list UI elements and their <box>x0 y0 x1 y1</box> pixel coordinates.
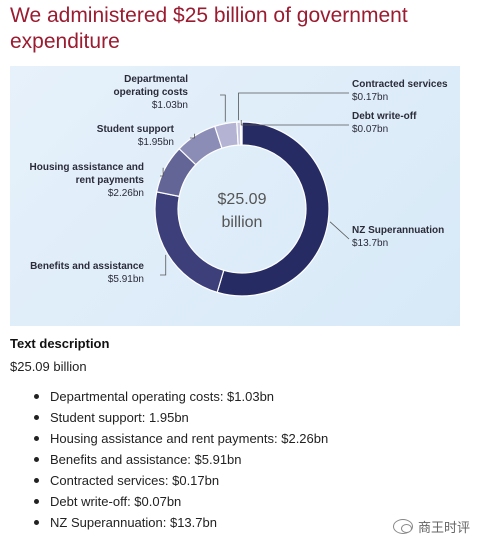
slice-label-departmental-operating-costs: Departmental <box>124 74 188 85</box>
list-item: Benefits and assistance: $5.91bn <box>28 449 328 470</box>
slice-label-benefits-and-assistance: Benefits and assistance <box>30 261 144 272</box>
leader-line-housing-assistance-and-rent-payments <box>160 167 164 177</box>
slice-label-debt-write-off: Debt write-off <box>352 111 417 122</box>
slice-value-student-support: $1.95bn <box>138 137 174 148</box>
slice-label-contracted-services: Contracted services <box>352 79 448 90</box>
leader-line-debt-write-off <box>240 120 349 126</box>
leader-line-student-support <box>190 133 195 139</box>
list-item: Contracted services: $0.17bn <box>28 470 328 491</box>
slice-label-nz-superannuation: NZ Superannuation <box>352 225 444 236</box>
text-description-title: Text description <box>10 336 110 351</box>
center-label-line2: billion <box>222 214 263 231</box>
page-title: We administered $25 billion of governmen… <box>10 4 408 53</box>
slice-label-departmental-operating-costs: operating costs <box>114 87 189 98</box>
wechat-logo-icon <box>392 519 413 534</box>
slice-value-debt-write-off: $0.07bn <box>352 124 388 135</box>
list-item: Student support: 1.95bn <box>28 407 328 428</box>
list-item: Debt write-off: $0.07bn <box>28 491 328 512</box>
slice-value-benefits-and-assistance: $5.91bn <box>108 274 144 285</box>
list-item: Housing assistance and rent payments: $2… <box>28 428 328 449</box>
leader-line-nz-superannuation <box>329 221 350 240</box>
slice-value-housing-assistance-and-rent-payments: $2.26bn <box>108 188 144 199</box>
slice-nz-superannuation <box>216 121 330 297</box>
slice-label-housing-assistance-and-rent-payments: rent payments <box>76 175 145 186</box>
slice-value-departmental-operating-costs: $1.03bn <box>152 100 188 111</box>
text-description-total: $25.09 billion <box>10 359 87 374</box>
slice-value-contracted-services: $0.17bn <box>352 92 388 103</box>
donut-chart: NZ Superannuation $13.7bn Benefits and ass… <box>30 74 448 297</box>
watermark: 商王时评 <box>392 517 470 536</box>
slice-debt-write-off <box>239 121 243 146</box>
leader-line-contracted-services <box>238 92 349 121</box>
chart-panel: NZ Superannuation $13.7bn Benefits and ass… <box>10 66 460 326</box>
watermark-text: 商王时评 <box>417 520 470 535</box>
slice-benefits-and-assistance <box>154 191 225 294</box>
leader-line-benefits-and-assistance <box>160 254 167 276</box>
center-label-line1: $25.09 <box>218 191 267 208</box>
slice-value-nz-superannuation: $13.7bn <box>352 238 388 249</box>
list-item: Departmental operating costs: $1.03bn <box>28 386 328 407</box>
leader-line-departmental-operating-costs <box>220 94 226 122</box>
slice-label-housing-assistance-and-rent-payments: Housing assistance and <box>30 162 144 173</box>
slice-label-student-support: Student support <box>97 124 175 135</box>
list-item: NZ Superannuation: $13.7bn <box>28 512 328 533</box>
text-description-list: Departmental operating costs: $1.03bn St… <box>28 386 328 533</box>
